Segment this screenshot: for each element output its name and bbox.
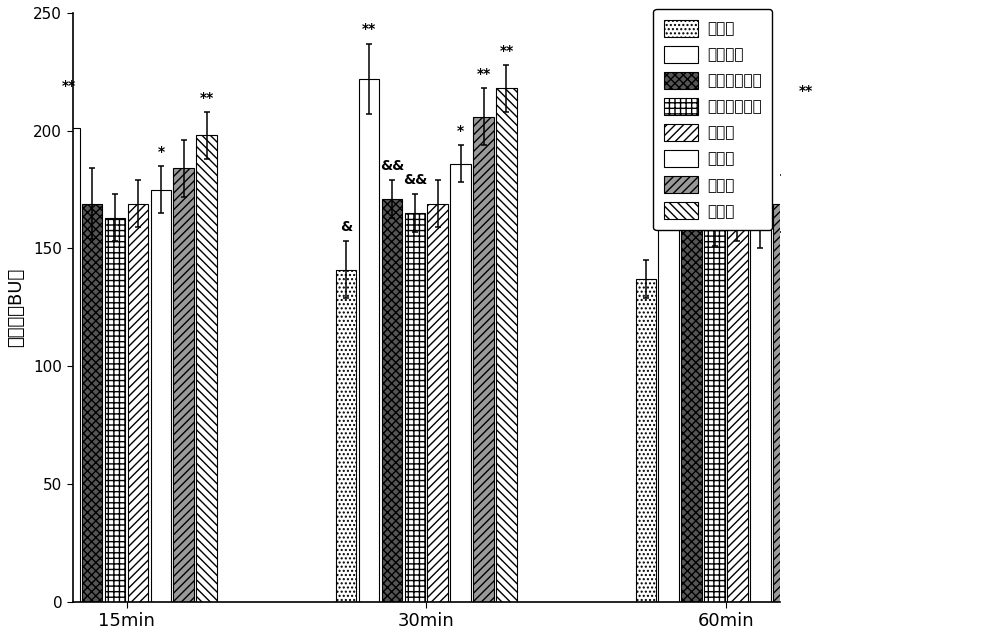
Y-axis label: 微循环（BU）: 微循环（BU） xyxy=(7,268,25,347)
Bar xyxy=(336,269,356,601)
Bar xyxy=(727,218,748,601)
Bar xyxy=(496,89,517,601)
Bar xyxy=(82,204,102,601)
Text: **: ** xyxy=(476,68,491,82)
Bar xyxy=(750,225,771,601)
Bar xyxy=(704,222,725,601)
Bar xyxy=(173,168,194,601)
Bar xyxy=(473,117,494,601)
Text: **: ** xyxy=(799,83,813,97)
Bar xyxy=(128,204,148,601)
Text: **: ** xyxy=(499,44,514,58)
Bar xyxy=(773,204,794,601)
Text: *: * xyxy=(457,124,464,138)
Bar xyxy=(105,218,125,601)
Bar xyxy=(196,136,217,601)
Bar xyxy=(36,258,57,601)
Legend: 空白组, 尼莫地平, 党参总皂苷组, 洋川芎内酯组, 冰片组, 低剂量, 中剂量, 高剂量: 空白组, 尼莫地平, 党参总皂苷组, 洋川芎内酯组, 冰片组, 低剂量, 中剂量… xyxy=(653,9,772,230)
Bar xyxy=(59,128,80,601)
Text: &&: && xyxy=(403,173,427,187)
Text: *: * xyxy=(757,180,764,194)
Text: **: ** xyxy=(62,79,76,93)
Text: &: & xyxy=(340,220,352,234)
Text: **: ** xyxy=(662,60,676,74)
Bar xyxy=(427,204,448,601)
Text: **: ** xyxy=(362,22,376,36)
Bar xyxy=(681,204,702,601)
Text: &&: && xyxy=(380,159,404,173)
Bar xyxy=(450,164,471,601)
Text: **: ** xyxy=(200,91,214,104)
Bar xyxy=(658,114,679,601)
Bar xyxy=(359,79,379,601)
Bar xyxy=(151,190,171,601)
Bar xyxy=(636,279,656,601)
Bar xyxy=(796,128,816,601)
Text: *: * xyxy=(157,145,164,159)
Bar xyxy=(382,199,402,601)
Bar xyxy=(405,213,425,601)
